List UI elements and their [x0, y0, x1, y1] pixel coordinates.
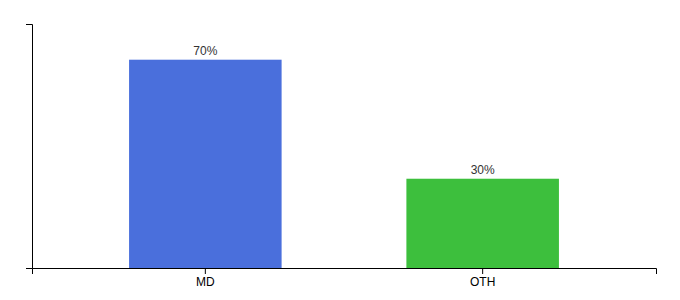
x-tick-mark [482, 268, 483, 274]
data-labels: 70% 30% [193, 44, 495, 177]
data-label: 30% [471, 163, 495, 177]
bars [129, 60, 559, 268]
x-tick-label: MD [196, 275, 215, 289]
x-tick-label: OTH [470, 275, 495, 289]
x-axis-line [33, 269, 657, 275]
data-label: 70% [193, 44, 217, 58]
x-axis: MD OTH [33, 268, 657, 289]
chart: 70% 30% MD OTH [0, 0, 680, 300]
x-tick: MD [196, 268, 215, 289]
bar [406, 179, 559, 268]
x-tick-mark [205, 268, 206, 274]
plot: 70% 30% MD OTH [26, 25, 657, 289]
bar [129, 60, 282, 268]
x-tick: OTH [470, 268, 495, 289]
y-axis-line [26, 25, 33, 269]
chart-container: 70% 30% MD OTH [0, 0, 680, 300]
y-axis [26, 25, 33, 269]
